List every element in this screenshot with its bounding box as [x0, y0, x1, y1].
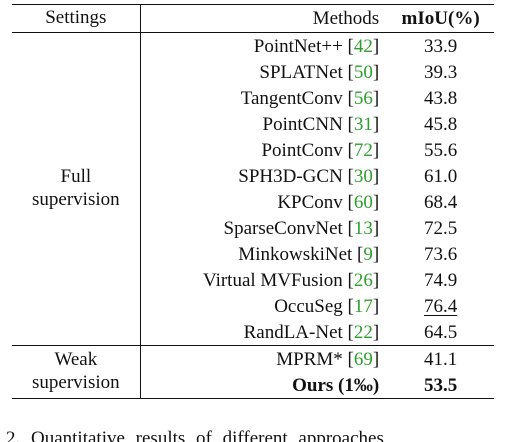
citation-link[interactable]: 17	[353, 295, 373, 317]
citation-link[interactable]: 22	[353, 321, 373, 343]
citation-link[interactable]: 69	[353, 348, 373, 370]
table-row: PointCNN [31] 45.8	[12, 111, 494, 137]
miou-cell: 55.6	[387, 137, 494, 163]
miou-cell: 61.0	[387, 163, 494, 189]
miou-cell: 76.4	[387, 293, 494, 319]
method-cell: PointNet++ [42]	[253, 35, 380, 57]
citation-link[interactable]: 30	[353, 165, 373, 187]
method-cell: Ours (1‰)	[140, 372, 387, 399]
setting-label-line: supervision	[32, 372, 120, 393]
citation-link[interactable]: 56	[353, 87, 373, 109]
miou-value: 45.8	[423, 113, 458, 135]
miou-cell: 45.8	[387, 111, 494, 137]
miou-value: 68.4	[423, 191, 458, 213]
citation-link[interactable]: 50	[353, 61, 373, 83]
table-row: SPLATNet [50] 39.3	[12, 59, 494, 85]
miou-value: 76.4	[423, 295, 458, 317]
miou-cell: 68.4	[387, 189, 494, 215]
miou-cell: 74.9	[387, 267, 494, 293]
caption-fragment: 2. Quantitative results of different app…	[0, 420, 508, 442]
table-row: PointConv [72] 55.6	[12, 137, 494, 163]
method-cell: PointCNN [31]	[262, 113, 380, 135]
miou-cell: 39.3	[387, 59, 494, 85]
method-cell: SparseConvNet [13]	[223, 217, 380, 239]
table-row: TangentConv [56] 43.8	[12, 85, 494, 111]
miou-cell: 73.6	[387, 241, 494, 267]
setting-label-line: Weak	[54, 349, 98, 371]
setting-label-line: supervision	[32, 189, 120, 210]
method-name: SPH3D-GCN	[238, 165, 343, 187]
header-miou: mIoU(%)	[401, 8, 480, 29]
table-row: Virtual MVFusion [26] 74.9	[12, 267, 494, 293]
method-name: Virtual MVFusion	[203, 269, 343, 291]
header-methods: Methods	[312, 8, 380, 29]
miou-value: 73.6	[423, 243, 458, 265]
miou-value: 53.5	[423, 374, 458, 396]
method-cell: KPConv [60]	[277, 191, 380, 213]
citation-link[interactable]: 60	[353, 191, 373, 213]
miou-cell: 53.5	[387, 372, 494, 399]
miou-cell: 72.5	[387, 215, 494, 241]
miou-value: 43.8	[423, 87, 458, 109]
table-row: KPConv [60] 68.4	[12, 189, 494, 215]
citation-link[interactable]: 72	[353, 139, 373, 161]
miou-value: 33.9	[423, 35, 458, 57]
miou-value: 72.5	[423, 217, 458, 239]
miou-value: 61.0	[423, 165, 458, 187]
method-name: Ours (1‰)	[292, 374, 380, 396]
method-name: RandLA-Net	[243, 321, 343, 343]
miou-cell: 64.5	[387, 319, 494, 346]
table-row: Weak supervision MPRM* [69] 41.1	[12, 345, 494, 399]
table-row: MinkowskiNet [9] 73.6	[12, 241, 494, 267]
method-cell: Virtual MVFusion [26]	[203, 269, 380, 291]
citation-link[interactable]: 31	[353, 113, 373, 135]
header-row: Settings Methods mIoU(%)	[12, 4, 494, 33]
miou-cell: 33.9	[387, 33, 494, 60]
header-settings: Settings	[12, 4, 141, 33]
setting-cell: Weak supervision	[12, 345, 141, 399]
caption-text: 2. Quantitative results of different app…	[6, 428, 384, 442]
miou-value: 39.3	[423, 61, 458, 83]
setting-label-line: Full	[60, 166, 92, 188]
miou-value: 55.6	[423, 139, 458, 161]
results-table-body: Full supervision PointNet++ [42] 33.9 SPLATN…	[12, 32, 494, 399]
method-name: OccuSeg	[274, 295, 343, 317]
miou-cell: 41.1	[387, 346, 494, 373]
method-cell: MinkowskiNet [9]	[238, 243, 380, 265]
method-name: PointConv	[261, 139, 343, 161]
method-name: TangentConv	[240, 87, 343, 109]
citation-link[interactable]: 9	[363, 243, 373, 265]
citation-link[interactable]: 13	[353, 217, 373, 239]
method-cell: PointConv [72]	[261, 139, 380, 161]
miou-value: 41.1	[423, 348, 458, 370]
table-row: Full supervision PointNet++ [42] 33.9	[12, 32, 494, 346]
method-name: KPConv	[277, 191, 343, 213]
method-name: PointNet++	[253, 35, 343, 57]
method-name: MPRM*	[276, 348, 343, 370]
method-cell: MPRM* [69]	[276, 348, 380, 370]
method-cell: TangentConv [56]	[240, 87, 380, 109]
method-cell: SPH3D-GCN [30]	[238, 165, 380, 187]
table-row: RandLA-Net [22] 64.5	[12, 319, 494, 346]
method-name: SPLATNet	[259, 61, 343, 83]
method-name: MinkowskiNet	[238, 243, 353, 265]
table-row: OccuSeg [17] 76.4	[12, 293, 494, 319]
method-cell: OccuSeg [17]	[274, 295, 380, 317]
table-row: SparseConvNet [13] 72.5	[12, 215, 494, 241]
table-row: SPH3D-GCN [30] 61.0	[12, 163, 494, 189]
miou-value: 74.9	[423, 269, 458, 291]
method-cell: SPLATNet [50]	[259, 61, 380, 83]
results-table-container: Settings Methods mIoU(%) Full supervision…	[12, 4, 494, 399]
citation-link[interactable]: 26	[353, 269, 373, 291]
method-cell: RandLA-Net [22]	[243, 321, 380, 343]
method-name: SparseConvNet	[223, 217, 343, 239]
results-table: Settings Methods mIoU(%) Full supervision…	[12, 4, 494, 399]
citation-link[interactable]: 42	[353, 35, 373, 57]
method-name: PointCNN	[262, 113, 343, 135]
miou-value: 64.5	[423, 321, 458, 343]
table-row: Ours (1‰) 53.5	[12, 372, 494, 399]
setting-cell: Full supervision	[12, 32, 141, 346]
miou-cell: 43.8	[387, 85, 494, 111]
